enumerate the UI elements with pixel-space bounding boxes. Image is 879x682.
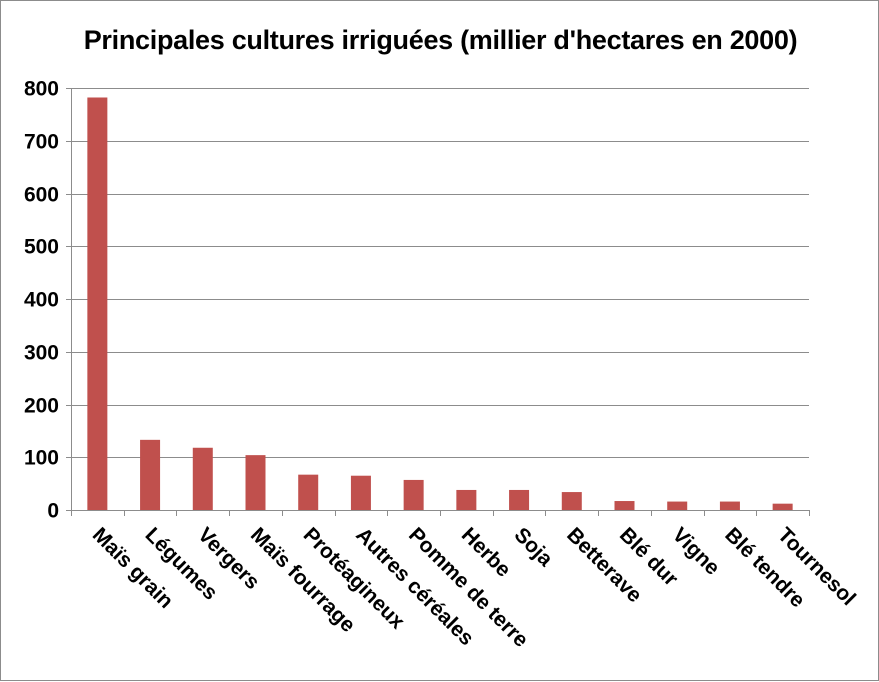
bar <box>509 489 530 510</box>
chart-title: Principales cultures irriguées (millier … <box>83 25 798 55</box>
y-tick-label: 600 <box>24 184 59 207</box>
bar <box>140 439 161 510</box>
gridlines <box>71 88 809 458</box>
y-tick-labels: 0 100 200 300 400 500 600 700 800 <box>24 78 59 523</box>
bar <box>192 447 213 510</box>
y-tick-label: 700 <box>24 131 59 154</box>
x-tick-label: Soja <box>510 523 558 571</box>
bars <box>87 97 793 511</box>
bar <box>561 492 582 510</box>
bar <box>614 501 635 510</box>
bar <box>772 503 793 510</box>
bar <box>298 474 319 510</box>
y-tick-label: 200 <box>24 395 59 418</box>
axes <box>66 88 810 516</box>
y-tick-label: 300 <box>24 342 59 365</box>
bar <box>667 501 688 510</box>
bar <box>719 501 740 510</box>
y-tick-label: 0 <box>47 500 59 523</box>
y-tick-label: 500 <box>24 236 59 259</box>
bar <box>245 455 266 510</box>
y-tick-label: 100 <box>24 447 59 470</box>
y-tick-label: 800 <box>24 78 59 101</box>
bar <box>87 97 108 511</box>
bar <box>350 475 371 510</box>
y-tick-label: 400 <box>24 289 59 312</box>
bar <box>456 489 477 510</box>
bar <box>403 479 424 510</box>
